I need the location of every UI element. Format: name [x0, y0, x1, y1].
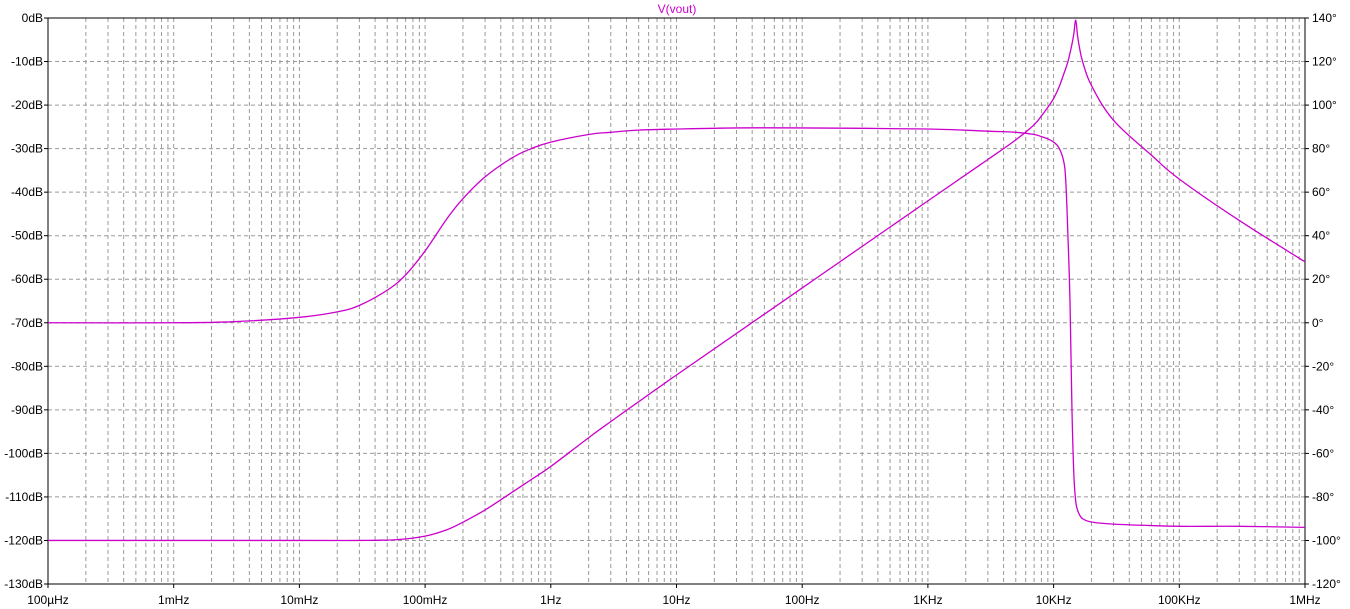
y-axis-left-labels: 0dB -10dB -20dB -30dB -40dB -50dB -60dB -70dB -8… — [4, 11, 43, 591]
y-right-tick-label: 80° — [1312, 142, 1330, 156]
y-right-tick-label: -20° — [1312, 359, 1334, 373]
y-right-tick-label: -40° — [1312, 403, 1334, 417]
y-right-tick-label: -120° — [1312, 577, 1341, 591]
magnitude-trace — [47, 19, 1306, 542]
y-right-tick-label: 100° — [1312, 98, 1337, 112]
x-tick-label: 100Hz — [785, 593, 820, 607]
y-left-tick-label: -90dB — [11, 403, 43, 417]
grid-layer — [47, 17, 1306, 585]
x-axis-labels: 100µHz 1mHz 10mHz 100mHz 1Hz 10Hz 100Hz 1KHz 10K… — [27, 593, 1320, 607]
y-left-tick-label: -130dB — [4, 577, 43, 591]
x-tick-label: 100mHz — [403, 593, 448, 607]
x-tick-label: 10Hz — [662, 593, 690, 607]
x-tick-label: 10mHz — [280, 593, 318, 607]
chart-title: V(vout) — [658, 2, 697, 16]
x-tick-label: 1Hz — [540, 593, 561, 607]
y-axis-right-labels: 140° 120° 100° 80° 60° 40° 20° 0° -20° -40° -60° -8… — [1312, 11, 1341, 591]
y-left-tick-label: -60dB — [11, 272, 43, 286]
y-left-tick-label: -70dB — [11, 316, 43, 330]
y-right-tick-label: 140° — [1312, 11, 1337, 25]
tick-marks — [44, 17, 1309, 588]
y-left-tick-label: -100dB — [4, 446, 43, 460]
x-tick-label: 1KHz — [913, 593, 942, 607]
y-left-tick-label: -80dB — [11, 359, 43, 373]
y-right-tick-label: -80° — [1312, 490, 1334, 504]
y-left-tick-label: -120dB — [4, 533, 43, 547]
y-left-tick-label: -40dB — [11, 185, 43, 199]
y-left-tick-label: -20dB — [11, 98, 43, 112]
x-tick-label: 10KHz — [1036, 593, 1072, 607]
y-left-tick-label: -10dB — [11, 55, 43, 69]
x-tick-label: 1mHz — [158, 593, 189, 607]
y-right-tick-label: -60° — [1312, 446, 1334, 460]
x-tick-label: 100µHz — [27, 593, 69, 607]
y-left-tick-label: -30dB — [11, 142, 43, 156]
y-right-tick-label: 20° — [1312, 272, 1330, 286]
y-right-tick-label: 0° — [1312, 316, 1324, 330]
x-tick-label: 1MHz — [1289, 593, 1320, 607]
series-layer — [47, 19, 1306, 542]
y-right-tick-label: 60° — [1312, 185, 1330, 199]
phase-trace — [47, 127, 1306, 529]
y-left-tick-label: -50dB — [11, 229, 43, 243]
x-tick-label: 100KHz — [1158, 593, 1201, 607]
y-left-tick-label: -110dB — [5, 490, 43, 504]
y-left-tick-label: 0dB — [22, 11, 43, 25]
y-right-tick-label: 120° — [1312, 55, 1337, 69]
y-right-tick-label: 40° — [1312, 229, 1330, 243]
y-right-tick-label: -100° — [1312, 533, 1341, 547]
